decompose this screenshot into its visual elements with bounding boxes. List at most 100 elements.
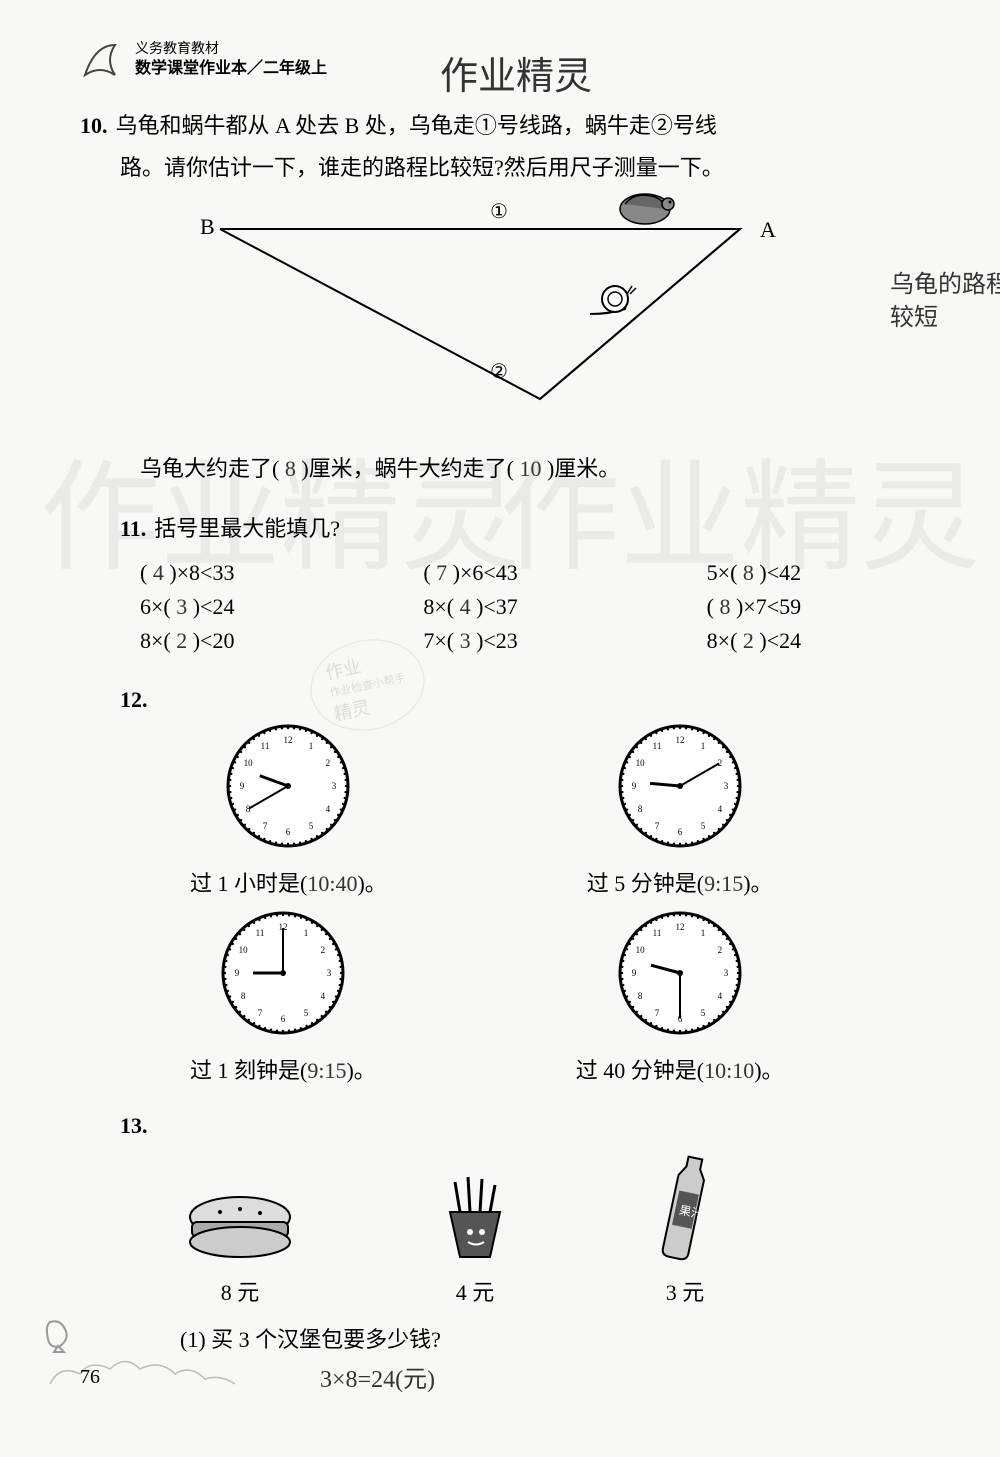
svg-text:4: 4: [717, 991, 722, 1001]
svg-text:6: 6: [677, 827, 682, 837]
inequality-cell: 8×( 4 )<37: [423, 594, 656, 620]
page-number: 76: [80, 1366, 100, 1389]
text: 括号里最大能填几?: [154, 516, 340, 541]
problem-number: 10.: [80, 113, 108, 138]
svg-text:2: 2: [717, 945, 722, 955]
problem-text: 10. 乌龟和蜗牛都从 A 处去 B 处，乌龟走①号线路，蜗牛走②号线: [80, 105, 940, 147]
svg-text:1: 1: [304, 928, 309, 938]
text: )×8<33: [164, 560, 235, 585]
turtle-icon: [610, 179, 680, 229]
inequality-cell: 5×( 8 )<42: [707, 560, 940, 586]
svg-text:4: 4: [320, 991, 325, 1001]
svg-text:11: 11: [652, 741, 661, 751]
text: 7×(: [423, 628, 459, 653]
problem-12: 12. 作业 作业检查小帮手 精灵 123456789101112过 1 小时是…: [120, 679, 940, 1085]
triangle-svg: [180, 199, 780, 419]
label-A: A: [760, 217, 776, 243]
inequality-cell: ( 4 )×8<33: [140, 560, 373, 586]
text: )厘米。: [547, 456, 620, 481]
problem-text: 11. 括号里最大能填几?: [120, 508, 940, 550]
answer: 8: [285, 456, 296, 481]
svg-text:7: 7: [654, 821, 659, 831]
svg-text:10: 10: [239, 945, 249, 955]
text: )。: [743, 871, 772, 896]
svg-text:2: 2: [326, 758, 331, 768]
header-line2: 数学课堂作业本／二年级上: [135, 59, 327, 80]
problem-number: 12.: [120, 687, 148, 712]
svg-text:11: 11: [261, 741, 270, 751]
text: (: [707, 594, 720, 619]
problem-13: 13. 8 元: [120, 1105, 940, 1394]
text: )×7<59: [730, 594, 801, 619]
side-note-line: 较短: [890, 302, 1000, 336]
snail-icon: [580, 274, 650, 324]
text: 乌龟和蜗牛都从 A 处去 B 处，乌龟走①号线路，蜗牛走②号线: [116, 113, 717, 138]
svg-text:3: 3: [327, 968, 332, 978]
answer: 10:10: [704, 1058, 754, 1083]
inequality-cell: 7×( 3 )<23: [423, 628, 656, 654]
text: )<20: [187, 628, 234, 653]
svg-text:9: 9: [631, 968, 636, 978]
header-line1: 义务教育教材: [135, 41, 327, 59]
line-2: [220, 229, 740, 399]
svg-text:9: 9: [240, 781, 245, 791]
problem-10: 10.乌龟和蜗牛都从 A 处去 B 处，乌龟走①号线路，蜗牛走②号线 路。请你估…: [80, 105, 940, 488]
svg-text:8: 8: [241, 991, 246, 1001]
answer: 4: [153, 560, 164, 585]
handwritten-title: 作业精灵: [440, 45, 592, 100]
text: )。: [357, 871, 386, 896]
svg-text:12: 12: [284, 735, 293, 745]
svg-text:7: 7: [258, 1008, 263, 1018]
svg-text:11: 11: [256, 928, 265, 938]
page: 义务教育教材 数学课堂作业本／二年级上 作业精灵 10. 乌龟和蜗牛都从 A 处去…: [0, 0, 1000, 1414]
svg-text:5: 5: [309, 821, 314, 831]
clock-row: 123456789101112过 1 刻钟是(9:15)。12345678910…: [190, 908, 940, 1085]
svg-text:8: 8: [638, 991, 643, 1001]
clock-item: 123456789101112过 1 刻钟是(9:15)。: [190, 908, 376, 1085]
price-label: 3 元: [666, 1275, 705, 1307]
answer: 3: [460, 628, 471, 653]
label-B: B: [200, 214, 215, 240]
text: 过 1 刻钟是(: [190, 1058, 307, 1083]
answer: 2: [176, 628, 187, 653]
sub-text: 买 3 个汉堡包要多少钱?: [211, 1327, 441, 1352]
juice-icon: 果汁: [650, 1147, 720, 1267]
inequality-cell: ( 8 )×7<59: [707, 594, 940, 620]
svg-text:6: 6: [281, 1014, 286, 1024]
svg-text:1: 1: [700, 928, 705, 938]
answer: 3: [176, 594, 187, 619]
text: 过 5 分钟是(: [587, 871, 704, 896]
header-text: 义务教育教材 数学课堂作业本／二年级上: [135, 41, 327, 80]
text: 8×(: [707, 628, 743, 653]
clock-item: 123456789101112过 1 小时是(10:40)。: [190, 721, 387, 898]
clock-face: 123456789101112: [218, 908, 348, 1038]
text: 6×(: [140, 594, 176, 619]
svg-text:10: 10: [635, 758, 645, 768]
clock-item: 123456789101112过 5 分钟是(9:15)。: [587, 721, 773, 898]
text: )。: [754, 1058, 783, 1083]
svg-text:5: 5: [700, 1008, 705, 1018]
svg-text:2: 2: [320, 945, 325, 955]
problem-number: 13.: [120, 1113, 148, 1138]
svg-text:5: 5: [304, 1008, 309, 1018]
text: )<24: [754, 628, 801, 653]
text: 8×(: [423, 594, 459, 619]
food-item-juice: 果汁 3 元: [650, 1147, 720, 1307]
svg-text:12: 12: [675, 735, 684, 745]
svg-text:10: 10: [244, 758, 254, 768]
text: )<24: [187, 594, 234, 619]
side-note-line: 乌龟的路程: [890, 269, 1000, 303]
problem-number: 11.: [120, 516, 146, 541]
inequality-grid: ( 4 )×8<33( 7 )×6<435×( 8 )<426×( 3 )<24…: [140, 560, 940, 654]
price-label: 8 元: [221, 1275, 260, 1307]
svg-text:1: 1: [309, 741, 314, 751]
svg-text:4: 4: [326, 804, 331, 814]
side-note: 乌龟的路程 较短: [890, 269, 1000, 336]
svg-text:11: 11: [652, 928, 661, 938]
price-label: 4 元: [456, 1275, 495, 1307]
svg-text:8: 8: [638, 804, 643, 814]
text: 乌龟大约走了(: [140, 456, 279, 481]
svg-text:12: 12: [675, 922, 684, 932]
label-path1: ①: [490, 199, 508, 224]
answer: 8: [719, 594, 730, 619]
